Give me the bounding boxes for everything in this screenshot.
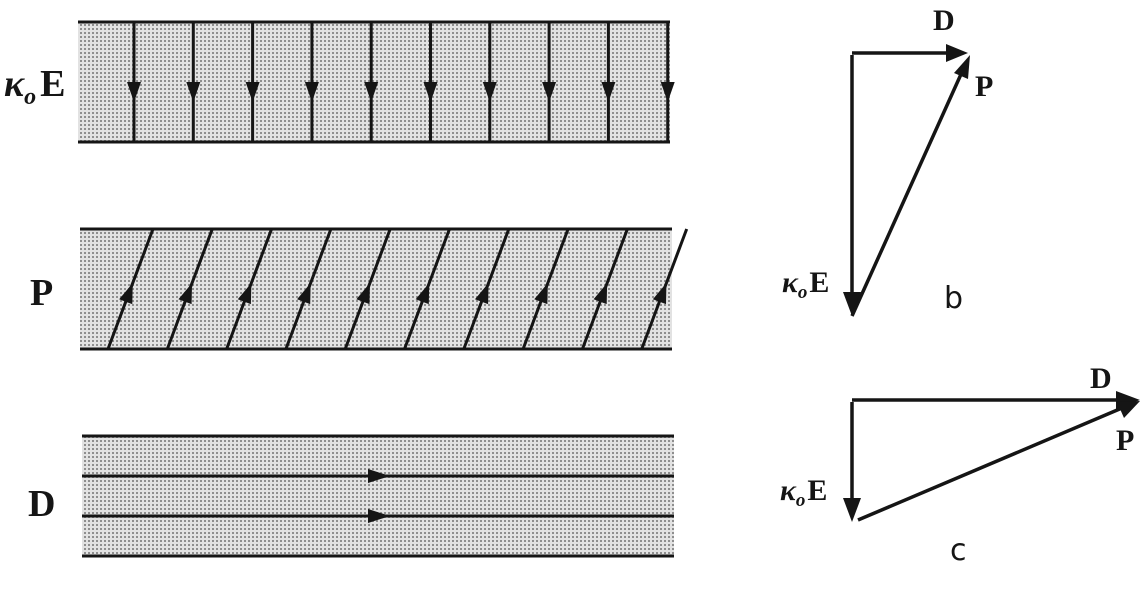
polarization-line-arrowhead bbox=[237, 283, 252, 305]
displacement-line-arrowhead bbox=[368, 469, 390, 483]
polarization-lines bbox=[106, 228, 689, 350]
e-field-slab-label: κo E bbox=[4, 63, 66, 110]
polarization-line-arrowhead bbox=[534, 283, 548, 305]
triangle-c-e-arrowhead bbox=[843, 498, 861, 522]
displacement-line-arrowhead bbox=[368, 509, 390, 523]
triangle-b-d-arrowhead bbox=[946, 44, 968, 62]
triangle-c-caption: c bbox=[950, 533, 967, 568]
polarization-line-arrowhead bbox=[593, 283, 608, 305]
triangle-c-p-vector bbox=[857, 406, 1123, 522]
e-field-line-arrowhead bbox=[660, 82, 675, 102]
e-field-line-arrowhead bbox=[186, 82, 201, 102]
e-field-line-arrowhead bbox=[423, 82, 438, 102]
vector-triangle-c: D P κoE c bbox=[780, 362, 1140, 568]
e-field-line-arrowhead bbox=[127, 82, 141, 102]
polarization-slab-fill bbox=[80, 229, 672, 349]
triangle-c-e-label: κoE bbox=[780, 474, 827, 511]
e-field-line-arrowhead bbox=[482, 82, 497, 102]
triangle-c-d-label: D bbox=[1090, 362, 1112, 395]
e-field-line-arrowhead bbox=[364, 82, 379, 102]
triangle-b-p-arrowhead bbox=[954, 55, 970, 79]
polarization-line-arrowhead bbox=[178, 283, 193, 305]
e-field-line-arrowhead bbox=[601, 82, 616, 102]
triangle-c-p-arrowhead bbox=[1117, 401, 1140, 418]
triangle-b-e-label: κoE bbox=[782, 266, 829, 303]
displacement-slab-fill bbox=[82, 436, 674, 556]
triangle-b-caption: b bbox=[944, 281, 963, 316]
e-field-lines bbox=[127, 22, 675, 142]
e-field-line-arrowhead bbox=[245, 82, 260, 102]
e-field-slab bbox=[78, 20, 675, 144]
triangle-b-d-label: D bbox=[933, 4, 955, 37]
polarization-line-arrowhead bbox=[652, 283, 667, 305]
triangle-c-p-label: P bbox=[1116, 424, 1134, 457]
vector-triangle-b: D P κoE b bbox=[782, 4, 993, 317]
polarization-line-arrowhead bbox=[356, 283, 370, 305]
polarization-line-arrowhead bbox=[474, 283, 489, 305]
polarization-line-arrowhead bbox=[297, 283, 311, 305]
triangle-b-p-vector bbox=[850, 71, 964, 317]
polarization-line-arrowhead bbox=[415, 283, 430, 305]
polarization-slab bbox=[80, 227, 689, 351]
e-field-line-arrowhead bbox=[542, 82, 557, 102]
triangle-b-e-arrowhead bbox=[843, 292, 861, 316]
displacement-lines bbox=[82, 469, 674, 523]
displacement-slab bbox=[82, 434, 674, 558]
polarization-line-arrowhead bbox=[119, 283, 133, 305]
polarization-slab-label: P bbox=[30, 272, 53, 314]
triangle-b-p-label: P bbox=[975, 70, 993, 103]
e-field-line-arrowhead bbox=[304, 82, 319, 102]
displacement-slab-label: D bbox=[28, 483, 55, 525]
